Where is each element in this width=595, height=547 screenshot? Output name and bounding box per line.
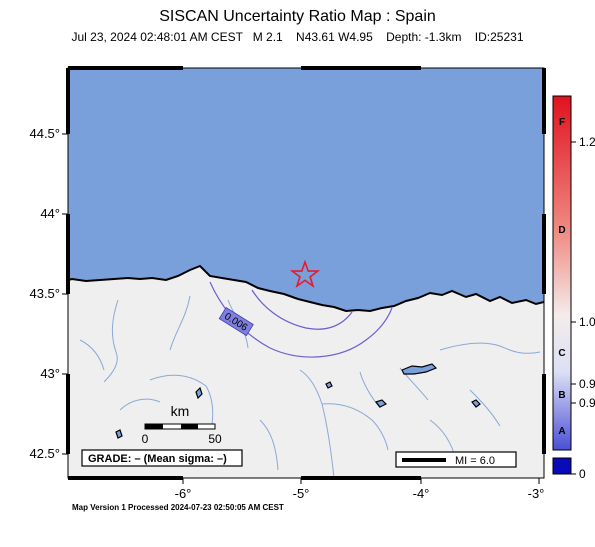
grade-box: GRADE: – (Mean sigma: –) [81, 449, 243, 467]
y-tick-label: 44° [40, 206, 60, 221]
colorbar-value: 0 [579, 467, 586, 481]
frame-border-bars [66, 66, 546, 480]
x-tick-label: -3° [528, 486, 545, 501]
coastline [68, 264, 544, 313]
colorbar-letter: C [558, 348, 565, 359]
map-title: SISCAN Uncertainty Ratio Map : Spain [159, 8, 436, 25]
colorbar-value: 0.9 [579, 396, 595, 410]
colorbar: F D C B A 1.2 1.0 0.9 0.9 0 [552, 95, 595, 481]
colorbar-letter: F [559, 117, 565, 128]
colorbar-letter: D [558, 225, 565, 236]
x-tick-label: -4° [413, 486, 430, 501]
x-tick-label: -5° [293, 486, 310, 501]
scale-unit: km [171, 403, 190, 419]
mi-text: MI = 6.0 [455, 455, 495, 467]
lakes [115, 363, 481, 439]
grade-text: GRADE: – (Mean sigma: –) [88, 453, 227, 465]
x-tick-label: -6° [175, 486, 192, 501]
processing-footer: Map Version 1 Processed 2024-07-23 02:50… [72, 503, 284, 512]
colorbar-value: 0.9 [579, 377, 595, 391]
colorbar-value: 1.0 [579, 315, 595, 329]
scale-bar: km 0 50 [142, 403, 222, 446]
colorbar-letter: A [558, 426, 565, 437]
sea-area [68, 68, 544, 311]
y-tick-label: 42.5° [29, 446, 60, 461]
y-tick-label: 44.5° [29, 126, 60, 141]
colorbar-letter: B [558, 390, 565, 401]
scale-end: 50 [208, 432, 222, 446]
rivers [79, 295, 541, 478]
colorbar-value: 1.2 [579, 135, 595, 149]
event-info-line: Jul 23, 2024 02:48:01 AM CEST M 2.1 N43.… [71, 30, 524, 44]
y-tick-label: 43° [40, 366, 60, 381]
x-axis-labels: -6° -5° -4° -3° [175, 486, 545, 501]
y-axis-labels: 44.5° 44° 43.5° 43° 42.5° [29, 126, 60, 461]
mi-legend-box: MI = 6.0 [395, 451, 517, 468]
scale-start: 0 [142, 432, 149, 446]
y-tick-label: 43.5° [29, 286, 60, 301]
epicenter-star-icon[interactable] [289, 259, 321, 289]
axis-tick-marks [62, 133, 540, 484]
